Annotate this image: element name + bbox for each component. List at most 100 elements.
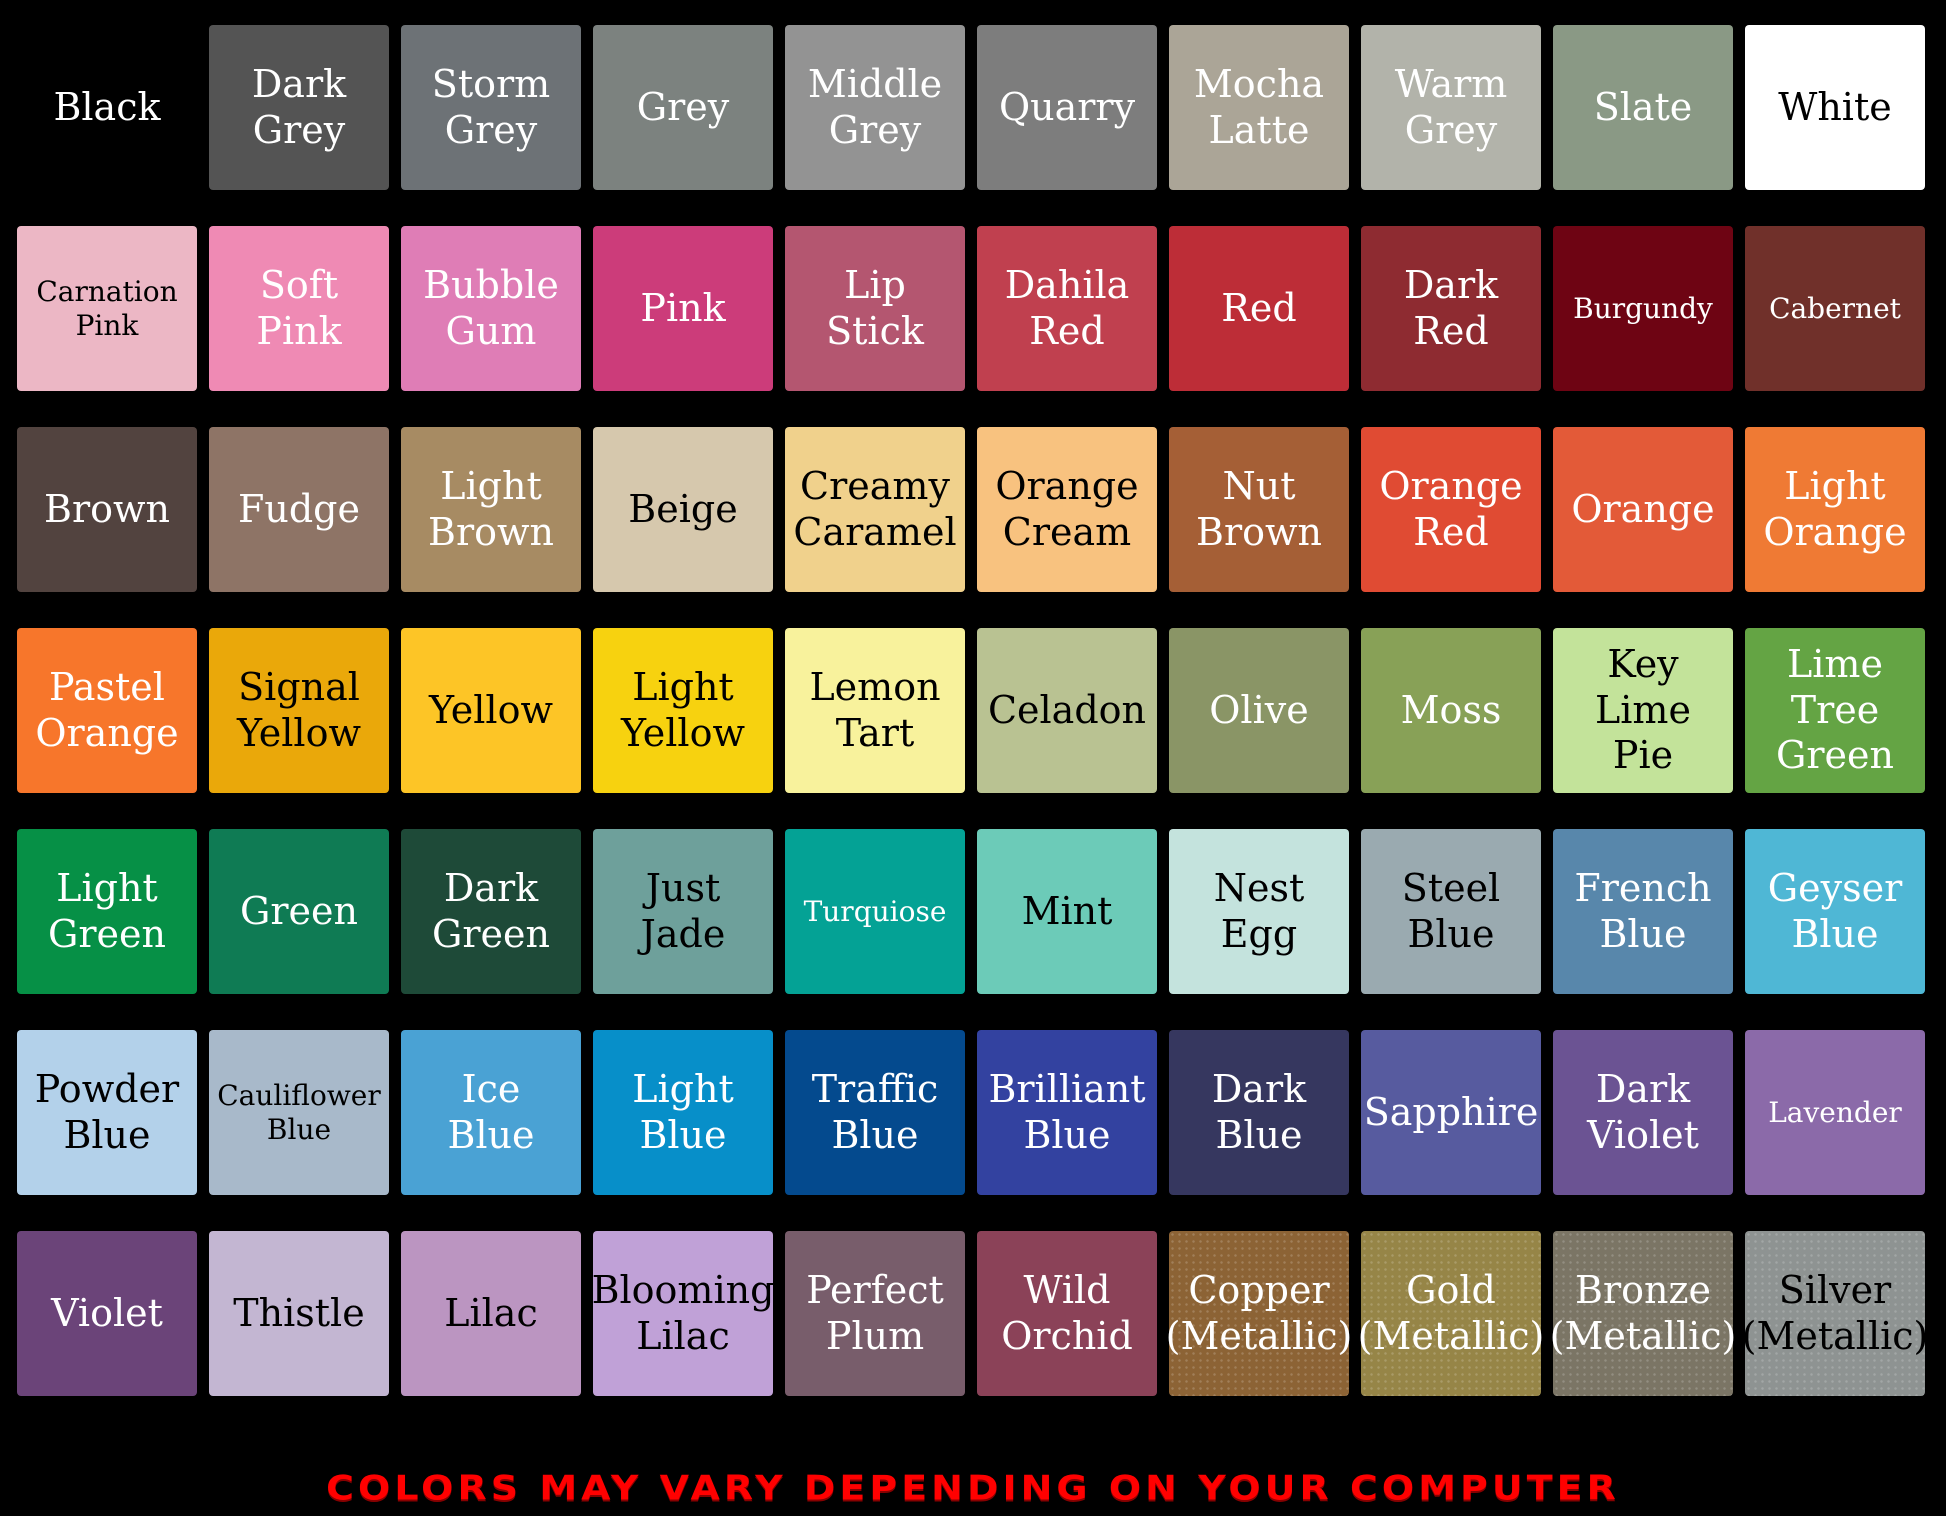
swatch-label: Warm Grey	[1394, 61, 1508, 152]
color-swatch: Yellow	[401, 628, 581, 793]
color-swatch: Gold (Metallic)	[1358, 1231, 1544, 1396]
swatch-label: Light Yellow	[621, 664, 745, 755]
color-swatch: Silver (Metallic)	[1742, 1231, 1928, 1396]
color-swatch: Ice Blue	[401, 1030, 581, 1195]
swatch-label: Wild Orchid	[1001, 1267, 1133, 1358]
swatch-label: Quarry	[998, 84, 1136, 129]
color-swatch: Lavender	[1745, 1030, 1925, 1195]
swatch-label: Bubble Gum	[423, 262, 559, 353]
color-swatch: White	[1745, 25, 1925, 190]
swatch-label: Gold (Metallic)	[1357, 1267, 1545, 1358]
color-swatch: Moss	[1361, 628, 1541, 793]
swatch-label: Mint	[1021, 888, 1113, 933]
color-swatch: Wild Orchid	[977, 1231, 1157, 1396]
color-swatch: Green	[209, 829, 389, 994]
swatch-label: Pastel Orange	[35, 664, 179, 755]
color-swatch: Thistle	[209, 1231, 389, 1396]
color-swatch: Dark Blue	[1169, 1030, 1349, 1195]
color-swatch: Nest Egg	[1169, 829, 1349, 994]
swatch-label: Traffic Blue	[811, 1066, 939, 1157]
swatch-label: Light Green	[48, 865, 166, 956]
swatch-label: Cauliflower Blue	[217, 1078, 381, 1146]
swatch-label: Pink	[640, 285, 726, 330]
color-swatch: Slate	[1553, 25, 1733, 190]
color-swatch: Brilliant Blue	[977, 1030, 1157, 1195]
color-swatch: Steel Blue	[1361, 829, 1541, 994]
color-swatch: Warm Grey	[1361, 25, 1541, 190]
swatch-label: Carnation Pink	[36, 274, 178, 342]
swatch-label: Dark Red	[1403, 262, 1499, 353]
color-swatch: Burgundy	[1553, 226, 1733, 391]
color-swatch: French Blue	[1553, 829, 1733, 994]
swatch-label: French Blue	[1574, 865, 1712, 956]
color-swatch: Dark Violet	[1553, 1030, 1733, 1195]
swatch-label: Light Orange	[1763, 463, 1907, 554]
color-swatch: Dark Green	[401, 829, 581, 994]
color-swatch: Beige	[593, 427, 773, 592]
swatch-label: Lilac	[444, 1290, 538, 1335]
swatch-label: Dark Grey	[251, 61, 347, 152]
swatch-label: Sapphire	[1363, 1089, 1539, 1134]
disclaimer-text: COLORS MAY VARY DEPENDING ON YOUR COMPUT…	[326, 1468, 1620, 1508]
swatch-label: Grey	[636, 84, 730, 129]
color-swatch: Perfect Plum	[785, 1231, 965, 1396]
color-swatch: Violet	[17, 1231, 197, 1396]
swatch-label: Dark Violet	[1587, 1066, 1699, 1157]
color-swatch: Bronze (Metallic)	[1550, 1231, 1736, 1396]
swatch-label: Orange Red	[1379, 463, 1523, 554]
swatch-label: Cabernet	[1769, 291, 1901, 325]
color-swatch: Lime Tree Green	[1745, 628, 1925, 793]
swatch-label: Beige	[628, 486, 738, 531]
swatch-label: Ice Blue	[447, 1066, 535, 1157]
color-swatch: Powder Blue	[17, 1030, 197, 1195]
color-swatch: Lilac	[401, 1231, 581, 1396]
swatch-label: Key Lime Pie	[1595, 642, 1691, 778]
color-swatch: Brown	[17, 427, 197, 592]
color-swatch: Quarry	[977, 25, 1157, 190]
color-swatch: Orange Cream	[977, 427, 1157, 592]
swatch-label: Black	[53, 84, 161, 129]
color-swatch: Sapphire	[1361, 1030, 1541, 1195]
color-swatch: Dark Red	[1361, 226, 1541, 391]
swatch-label: Steel Blue	[1401, 865, 1501, 956]
swatch-label: Powder Blue	[34, 1066, 180, 1157]
color-swatch: Just Jade	[593, 829, 773, 994]
swatch-label: Mocha Latte	[1193, 61, 1325, 152]
color-swatch: Lemon Tart	[785, 628, 965, 793]
swatch-label: Light Blue	[632, 1066, 734, 1157]
color-swatch: Dark Grey	[209, 25, 389, 190]
swatch-label: Moss	[1400, 687, 1502, 732]
color-swatch: Mint	[977, 829, 1157, 994]
swatch-label: Turquiose	[803, 894, 947, 928]
color-swatch: Orange Red	[1361, 427, 1541, 592]
color-swatch: Orange	[1553, 427, 1733, 592]
swatch-label: Fudge	[238, 486, 360, 531]
color-swatch: Black	[17, 25, 197, 190]
swatch-label: Just Jade	[640, 865, 726, 956]
color-swatch: Traffic Blue	[785, 1030, 965, 1195]
swatch-label: Light Brown	[428, 463, 554, 554]
color-swatch: Key Lime Pie	[1553, 628, 1733, 793]
swatch-label: Olive	[1209, 687, 1309, 732]
color-swatch: Grey	[593, 25, 773, 190]
swatch-label: Celadon	[987, 687, 1147, 732]
swatch-label: Signal Yellow	[237, 664, 361, 755]
swatch-label: Green	[240, 888, 358, 933]
color-swatch: Light Green	[17, 829, 197, 994]
swatch-label: Lavender	[1768, 1095, 1902, 1129]
color-swatch: Soft Pink	[209, 226, 389, 391]
color-swatch: Turquiose	[785, 829, 965, 994]
swatch-label: Orange Cream	[995, 463, 1139, 554]
swatch-label: Red	[1221, 285, 1297, 330]
color-swatch: Middle Grey	[785, 25, 965, 190]
swatch-label: Silver (Metallic)	[1741, 1267, 1929, 1358]
swatch-label: Brown	[44, 486, 170, 531]
swatch-label: Violet	[51, 1290, 163, 1335]
color-swatch: Storm Grey	[401, 25, 581, 190]
color-swatch: Pastel Orange	[17, 628, 197, 793]
swatch-label: Lime Tree Green	[1776, 642, 1894, 778]
swatch-label: Creamy Caramel	[793, 463, 957, 554]
swatch-label: Dark Green	[432, 865, 550, 956]
swatch-label: Burgundy	[1573, 291, 1713, 325]
swatch-label: White	[1778, 84, 1892, 129]
